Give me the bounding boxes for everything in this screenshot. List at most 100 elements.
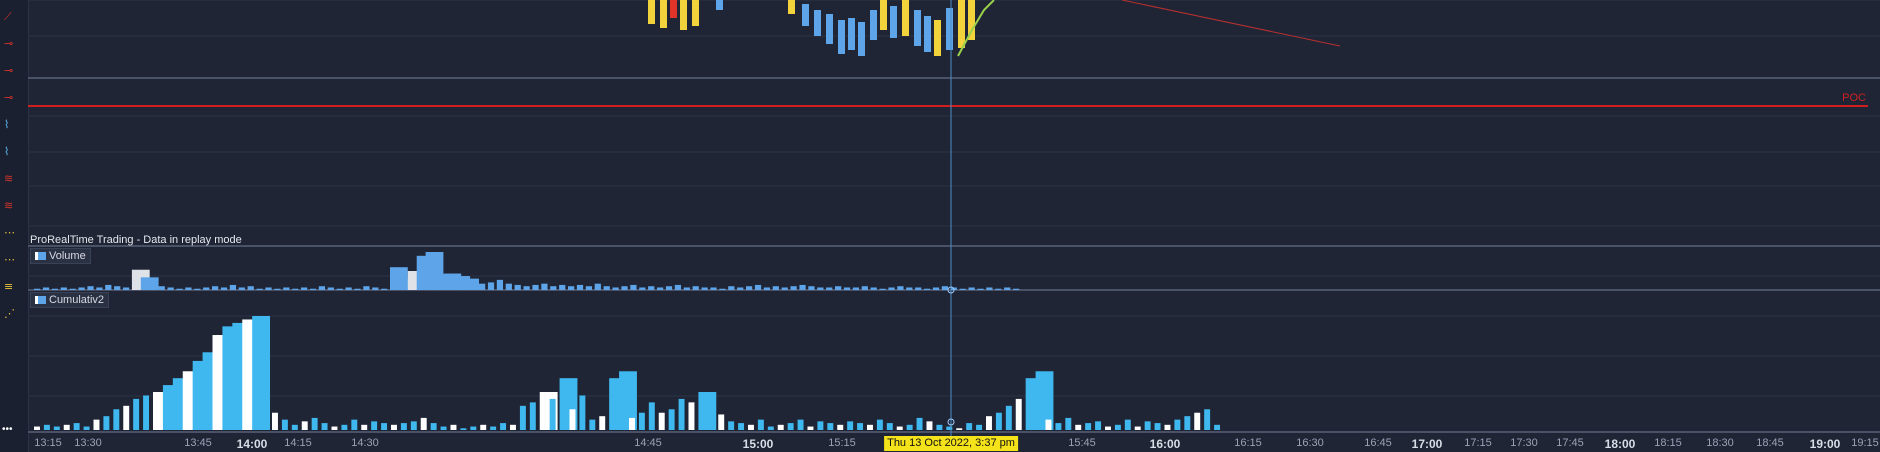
- fib-retracement-icon[interactable]: ≡: [4, 280, 14, 293]
- volume-bar: [158, 286, 165, 290]
- volume-bar: [381, 288, 388, 290]
- x-tick-label: 17:00: [1411, 437, 1443, 451]
- cursor-marker: [947, 418, 955, 426]
- volume-bar: [799, 284, 806, 290]
- cumulative-bar: [1105, 426, 1111, 430]
- volume-bar: [915, 287, 922, 290]
- cumulative-bar: [143, 395, 150, 430]
- x-tick-label: 15:00: [742, 437, 774, 451]
- volume-bar: [185, 287, 192, 290]
- volume-bar: [550, 286, 557, 290]
- cumulative-bar: [847, 421, 854, 430]
- volume-bar: [630, 284, 637, 290]
- parallel-channel-icon[interactable]: ≋: [4, 199, 14, 212]
- cumulative-bar: [748, 424, 754, 430]
- volume-bar: [69, 288, 76, 290]
- volume-bar: [336, 288, 343, 290]
- cumulative-bar: [857, 423, 864, 430]
- volume-bar: [728, 286, 735, 290]
- volume-bar: [247, 286, 254, 290]
- candle: [880, 0, 887, 30]
- volume-bar: [372, 287, 379, 290]
- candle: [870, 10, 877, 40]
- volume-bar: [968, 287, 975, 290]
- candle: [838, 20, 845, 54]
- channel-icon[interactable]: ≋: [4, 172, 14, 185]
- cumulative-bar: [916, 417, 923, 430]
- cumulative-bar: [1095, 421, 1102, 430]
- volume-bar: [505, 283, 512, 290]
- gann-icon[interactable]: ⋰: [4, 307, 15, 320]
- cumulative-bar: [817, 421, 824, 430]
- cumulative-bar: [926, 421, 933, 430]
- volume-bar: [292, 288, 299, 290]
- candle: [648, 0, 655, 24]
- cumulative-bar: [976, 424, 983, 430]
- candle: [914, 10, 921, 46]
- cumulative-bar: [331, 426, 338, 430]
- cumulative-bar: [1184, 416, 1191, 430]
- price-line-icon[interactable]: ⊸: [4, 91, 14, 104]
- cumulative-bar: [777, 424, 784, 430]
- volume-bar: [42, 287, 50, 290]
- cumulative-bar: [757, 419, 764, 430]
- fib-levels-icon[interactable]: ⋯: [4, 226, 15, 239]
- cumulative-bar: [807, 426, 814, 430]
- fibonacci-extension-icon[interactable]: ⌇: [4, 145, 10, 158]
- x-tick-label: 19:00: [1809, 437, 1841, 451]
- volume-bar: [265, 287, 272, 290]
- fib-fan-icon[interactable]: ⋯: [4, 253, 15, 266]
- x-tick-label: 18:00: [1604, 437, 1636, 451]
- cumulative-bar: [797, 419, 804, 430]
- cursor-marker: [947, 286, 955, 294]
- x-tick-label: 14:00: [236, 437, 268, 451]
- cumulative-bar: [1055, 423, 1062, 430]
- cumulative-bar: [708, 416, 715, 430]
- indicator-line: [957, 0, 995, 57]
- volume-bar: [692, 286, 699, 290]
- candle: [934, 20, 941, 56]
- cumulative-bar: [510, 424, 516, 430]
- candle: [692, 0, 699, 26]
- x-tick-label: 15:45: [1068, 437, 1096, 449]
- volume-bar: [87, 286, 94, 290]
- volume-bar: [470, 281, 477, 290]
- cumulative-bar: [986, 416, 992, 430]
- volume-bar: [879, 288, 886, 290]
- candle: [958, 0, 965, 48]
- cumulative-bar: [658, 412, 665, 430]
- cumulative-bar: [648, 402, 655, 430]
- volume-bar: [754, 284, 762, 290]
- cumulative-bar: [1134, 426, 1141, 430]
- volume-bar: [790, 286, 797, 290]
- more-options-icon[interactable]: •••: [2, 424, 13, 435]
- fibonacci-icon[interactable]: ⌇: [4, 118, 10, 131]
- volume-bar: [96, 287, 103, 290]
- x-tick-label: 16:15: [1234, 437, 1262, 449]
- horizontal-line-icon[interactable]: ⊸: [4, 64, 14, 77]
- volume-bar: [701, 287, 708, 290]
- cumulative-pane-label[interactable]: Cumulativ2: [30, 292, 110, 308]
- cumulative-bar: [361, 424, 368, 430]
- volume-bar: [105, 284, 112, 290]
- cumulative-bar: [589, 419, 596, 430]
- volume-bar: [639, 287, 646, 290]
- horizontal-ray-icon[interactable]: ⊸: [4, 37, 14, 50]
- cumulative-bar: [440, 426, 447, 430]
- candle: [968, 0, 975, 40]
- volume-bar: [212, 286, 219, 290]
- chart-area[interactable]: [28, 0, 1880, 436]
- volume-bar: [568, 286, 575, 290]
- cumulative-bar: [1164, 424, 1171, 430]
- candle: [890, 6, 897, 38]
- trend-line-icon[interactable]: ⟋: [4, 10, 12, 23]
- x-tick-label: 14:15: [284, 437, 312, 449]
- cumulative-bar: [668, 409, 675, 430]
- x-tick-label: 18:15: [1654, 437, 1682, 449]
- volume-color-swatch: [35, 252, 46, 261]
- volume-bar: [585, 286, 593, 290]
- cumulative-bar: [93, 419, 100, 430]
- volume-bar: [203, 287, 210, 290]
- volume-bar: [354, 288, 361, 290]
- volume-pane-label[interactable]: Volume: [30, 248, 91, 264]
